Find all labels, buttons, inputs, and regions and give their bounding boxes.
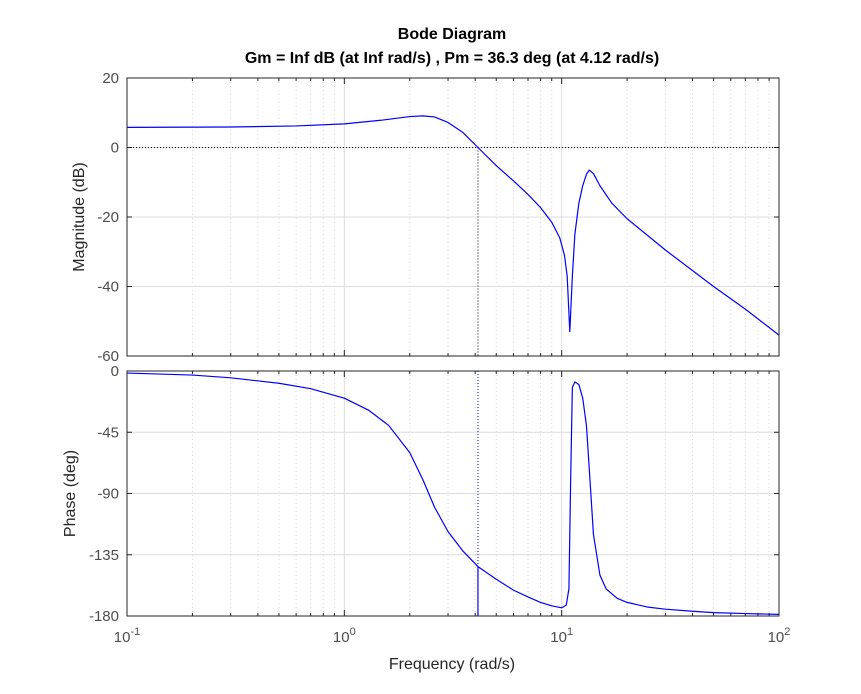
magnitude-response-line: [126, 115, 780, 336]
x-tick-label: 101: [550, 626, 573, 646]
phase-y-tick-label: 0: [111, 363, 119, 380]
phase-y-axis-label: Phase (deg): [62, 450, 79, 537]
x-tick-labels: 10-1 100 101 102: [114, 626, 791, 646]
magnitude-axes-frame: [126, 77, 780, 357]
x-tick-label: 102: [768, 626, 791, 646]
bode-panels: 20 0 -20 -40 -60 Magnitude (dB) 0 -45 -90 -135 -18…: [62, 70, 780, 625]
magnitude-y-tick-label: 20: [102, 70, 119, 87]
chart-title: Bode Diagram: [398, 26, 506, 43]
magnitude-y-tick-label: -20: [97, 209, 119, 226]
chart-subtitle: Gm = Inf dB (at Inf rad/s) , Pm = 36.3 d…: [245, 50, 659, 67]
magnitude-y-axis-label: Magnitude (dB): [71, 162, 88, 271]
magnitude-y-tick-label: 0: [111, 140, 119, 157]
x-tick-label: 100: [333, 626, 356, 646]
x-axis-label: Frequency (rad/s): [389, 656, 515, 673]
magnitude-y-tick-label: -60: [97, 348, 119, 365]
phase-y-tick-label: -180: [89, 608, 119, 625]
phase-panel: 0 -45 -90 -135 -180 Phase (deg): [62, 363, 780, 625]
phase-y-tick-label: -135: [89, 547, 119, 564]
x-tick-label: 10-1: [114, 626, 140, 646]
phase-axes-frame: [126, 370, 780, 617]
phase-y-tick-label: -90: [97, 486, 119, 503]
phase-y-tick-label: -45: [97, 424, 119, 441]
magnitude-panel: 20 0 -20 -40 -60 Magnitude (dB): [71, 70, 780, 365]
phase-response-line: [126, 372, 780, 615]
magnitude-y-tick-label: -40: [97, 279, 119, 296]
